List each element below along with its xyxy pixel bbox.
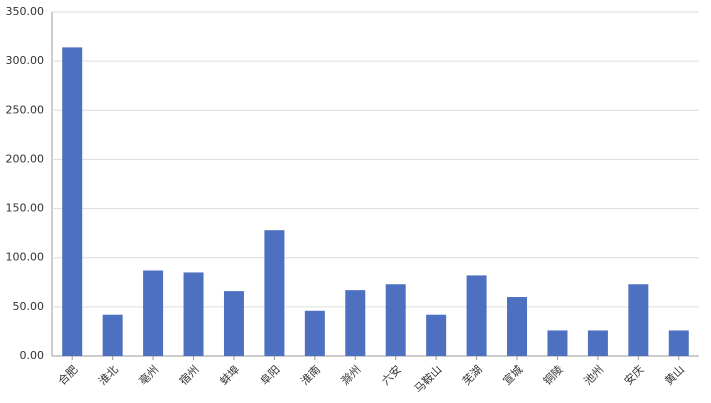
x-tick-label: 滁州 [338,362,363,387]
y-tick-label: 50.00 [13,300,45,313]
y-tick-label: 350.00 [6,5,45,18]
y-tick-label: 150.00 [6,202,45,215]
bar [62,47,83,356]
x-tick-label: 蚌埠 [217,362,242,387]
x-tick-label: 安庆 [621,362,646,387]
y-tick-label: 250.00 [6,103,45,116]
bar [385,284,406,356]
bar [466,275,487,356]
x-tick-label: 马鞍山 [411,362,444,395]
bar [223,291,244,356]
y-tick-label: 100.00 [6,251,45,264]
bar [102,314,123,356]
y-tick-label: 200.00 [6,152,45,165]
x-tick-label: 阜阳 [258,363,283,388]
x-tick-label: 六安 [379,362,404,387]
x-tick-label: 淮北 [96,363,121,388]
bar [507,297,528,356]
bar [547,330,568,356]
bar [143,270,164,356]
bar [345,290,366,356]
bar [628,284,649,356]
bar [587,330,608,356]
x-tick-label: 铜陵 [540,362,565,387]
x-tick-label: 宿州 [176,362,201,387]
x-tick-label: 淮南 [298,363,323,388]
bar [426,314,447,356]
y-tick-label: 0.00 [20,349,45,362]
bar [183,272,204,356]
x-tick-label: 宣城 [500,362,525,387]
x-tick-label: 合肥 [55,362,80,387]
bar [304,310,325,356]
x-tick-label: 亳州 [136,362,161,387]
x-tick-label: 芜湖 [459,362,484,387]
bar [668,330,689,356]
x-tick-label: 池州 [581,363,606,388]
y-tick-label: 300.00 [6,54,45,67]
x-tick-label: 黄山 [662,362,687,387]
bar [264,230,285,356]
